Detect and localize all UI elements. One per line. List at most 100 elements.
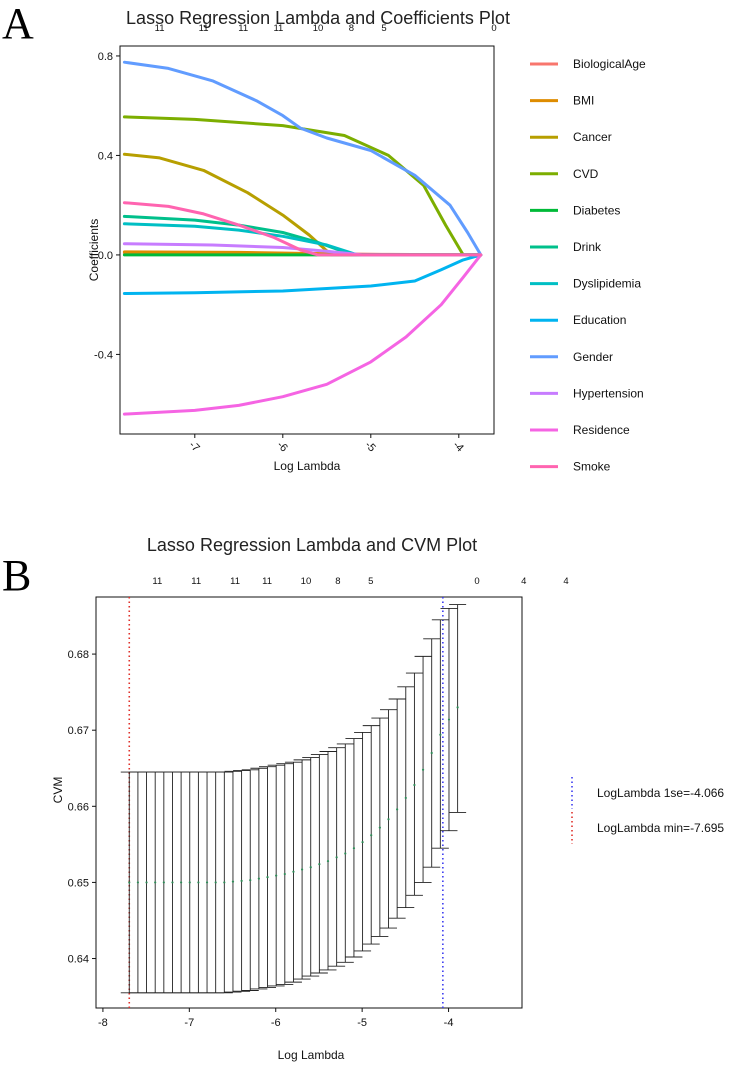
cv-error-bar [259, 766, 277, 988]
top-count-label: 4 [521, 576, 526, 587]
chart-title: Lasso Regression Lambda and Coefficients… [126, 8, 510, 28]
cvm-point [154, 881, 157, 884]
cvm-point [292, 870, 295, 873]
cv-error-bar [233, 770, 251, 992]
cvm-point [240, 879, 243, 882]
y-tick-label: 0.4 [98, 150, 113, 162]
cvm-point [171, 881, 174, 884]
x-tick-label: -7 [184, 1017, 194, 1029]
cvm-point [128, 881, 131, 884]
plot-frame [119, 45, 495, 435]
top-count-label: 11 [238, 23, 248, 34]
top-count-label: 11 [199, 23, 209, 34]
cv-error-bar [163, 771, 181, 994]
cv-error-bar [224, 770, 242, 993]
cv-error-bar [129, 771, 147, 994]
cv-error-bar [379, 709, 397, 929]
cv-error-bar [388, 698, 406, 919]
x-axis: -8 -7 -6 -5 -4 [98, 1008, 453, 1029]
cv-error-bar [414, 655, 432, 883]
y-tick-label: 0.8 [98, 51, 113, 63]
cv-error-bar [293, 759, 311, 980]
cvm-point [430, 751, 433, 755]
cvm-point [370, 834, 373, 837]
cv-error-bar [354, 732, 372, 952]
cv-error-bar [310, 754, 328, 974]
cv-error-bar [250, 767, 268, 990]
legend: LogLambda 1se=-4.066 LogLambda min=-7.695 [571, 777, 724, 844]
cvm-point [396, 808, 399, 811]
series-line-residence [122, 253, 483, 416]
top-count-label: 0 [491, 23, 496, 34]
cv-error-bar [215, 771, 233, 994]
x-tick-label: -8 [98, 1017, 108, 1029]
cvm-point [136, 881, 140, 884]
legend-label: Dyslipidemia [573, 277, 641, 291]
top-count-label: 0 [474, 576, 479, 587]
top-count-label: 8 [349, 23, 354, 34]
cv-error-bar [207, 771, 225, 994]
cvm-point [439, 733, 442, 736]
cvm-point [223, 881, 226, 884]
cvm-point [300, 868, 304, 871]
cvm-point [275, 874, 278, 877]
cvm-point [205, 881, 209, 884]
cvm-point [309, 866, 312, 869]
cvm-point [214, 881, 217, 884]
cv-error-bar [146, 771, 164, 994]
top-count-label: 8 [335, 576, 340, 587]
y-tick-label: 0.68 [68, 649, 89, 661]
y-tick-label: -0.4 [94, 349, 113, 361]
top-count-axis: 11 11 11 11 10 8 5 0 4 4 [152, 576, 568, 587]
cv-error-bar [431, 619, 449, 849]
top-count-label: 10 [301, 576, 312, 587]
y-tick-label: 0.67 [68, 725, 89, 737]
top-count-label: 11 [230, 576, 240, 587]
cvm-point [283, 872, 286, 876]
coefficients-panel: A Lasso Regression Lambda and Coefficien… [2, 0, 646, 474]
legend-label: CVD [573, 167, 599, 181]
x-tick-label: -7 [186, 439, 201, 454]
cvm-point [257, 877, 260, 880]
top-count-label: 11 [262, 576, 272, 587]
series-line-gender [122, 60, 483, 257]
cv-error-bars [120, 604, 467, 994]
panel-letter-b: B [2, 551, 31, 600]
legend-label: Hypertension [573, 386, 644, 400]
cv-error-bar [362, 725, 380, 945]
cvm-point [162, 881, 165, 884]
cv-error-bar [276, 763, 294, 985]
x-axis: -7 -6 -5 -4 [186, 434, 466, 454]
legend: BiologicalAge BMI Cancer CVD Diabetes Drink Dy… [530, 57, 646, 474]
cvm-point [197, 881, 200, 884]
x-tick-label: -6 [274, 439, 289, 454]
cv-error-bar [449, 604, 467, 813]
cv-error-bar [181, 771, 199, 994]
coefficient-paths [122, 60, 483, 416]
legend-label: BiologicalAge [573, 57, 646, 71]
y-axis-label: Coefficients [87, 219, 101, 281]
cv-error-bar [423, 638, 441, 868]
cv-error-bar [120, 771, 138, 994]
series-line-cvd [122, 115, 483, 257]
cv-error-bar [319, 751, 337, 971]
top-count-label: 10 [313, 23, 324, 34]
cvm-point [318, 863, 321, 866]
top-count-label: 5 [368, 576, 373, 587]
y-axis: 0.64 0.65 0.66 0.67 0.68 [68, 649, 96, 966]
y-tick-label: 0.64 [68, 954, 89, 966]
cv-error-bar [345, 738, 363, 958]
cv-error-bar [405, 672, 423, 896]
cvm-point [145, 881, 148, 884]
top-count-label: 4 [563, 576, 568, 587]
cv-error-bar [440, 607, 458, 832]
y-axis: -0.4 0.0 0.4 0.8 [94, 51, 120, 361]
cv-error-bar [189, 771, 207, 994]
x-axis-label: Log Lambda [274, 459, 341, 473]
cvm-point [361, 840, 364, 844]
y-axis-label: CVM [51, 777, 65, 804]
y-tick-label: 0.65 [68, 877, 89, 889]
top-count-label: 11 [273, 23, 283, 34]
top-count-label: 11 [152, 576, 162, 587]
